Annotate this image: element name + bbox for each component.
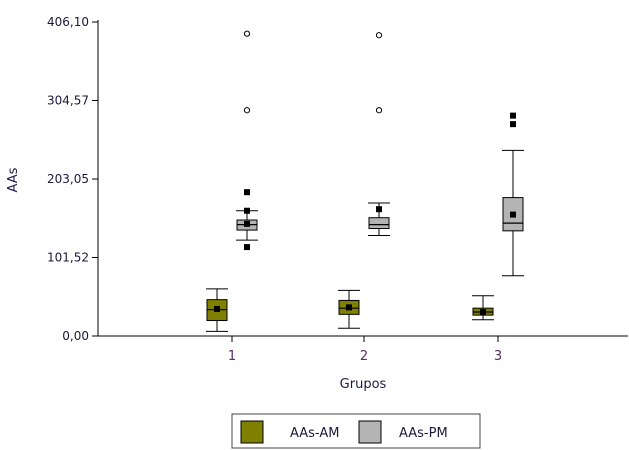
plot-area (206, 30, 524, 332)
y-tick-label: 406,10 (47, 15, 89, 29)
x-tick-label: 2 (360, 349, 368, 364)
box-iqr (368, 217, 390, 230)
x-axis: 1 2 3 (98, 335, 628, 364)
extreme-point (510, 112, 516, 119)
legend-swatch-aas-am (240, 420, 264, 444)
y-tick-label: 203,05 (47, 172, 89, 186)
mean-marker (244, 220, 250, 227)
box-aas-am-3 (472, 295, 494, 321)
box-aas-pm-1 (236, 30, 258, 251)
x-tick-label: 1 (228, 349, 236, 364)
mean-marker (510, 211, 516, 218)
outlier-point (375, 107, 383, 114)
x-tick-label: 3 (494, 349, 502, 364)
y-axis: 0,00 101,52 203,05 304,57 406,10 (47, 15, 99, 343)
mean-marker (346, 304, 352, 311)
legend-box (231, 413, 481, 449)
mean-marker (480, 309, 486, 316)
mean-marker (376, 206, 382, 213)
extreme-point (244, 207, 250, 214)
outlier-point (375, 32, 383, 39)
legend-label-aas-pm: AAs-PM (399, 426, 448, 441)
mean-marker (214, 305, 220, 312)
y-axis-title: AAs (6, 167, 21, 192)
outlier-point (243, 107, 251, 114)
legend-swatch-aas-pm (358, 420, 382, 444)
legend: AAs-AM AAs-PM (231, 413, 481, 449)
extreme-point (510, 121, 516, 128)
y-tick-label: 0,00 (62, 329, 89, 343)
box-aas-am-1 (206, 288, 228, 332)
y-tick-label: 304,57 (47, 94, 89, 108)
box-aas-am-2 (338, 289, 360, 329)
extreme-point (244, 244, 250, 251)
outlier-point (243, 30, 251, 37)
x-axis-title: Grupos (340, 377, 387, 392)
extreme-point (244, 189, 250, 196)
box-aas-pm-3 (502, 112, 524, 277)
legend-label-aas-am: AAs-AM (290, 426, 339, 441)
y-tick-label: 101,52 (47, 251, 89, 265)
box-aas-pm-2 (368, 32, 390, 236)
